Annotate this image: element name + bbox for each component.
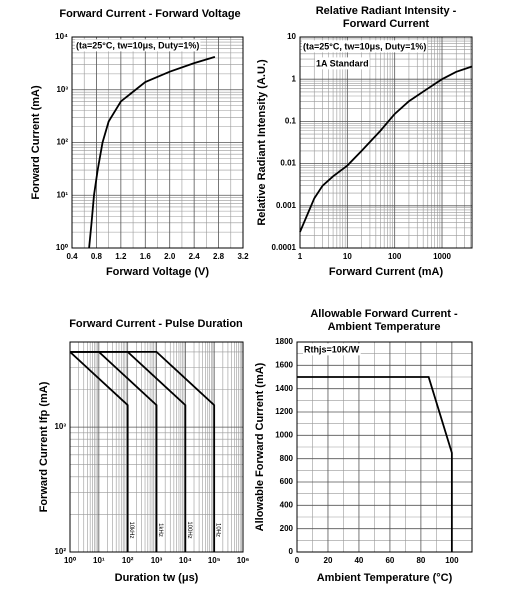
y-axis-title: Forward Current (mA) bbox=[30, 85, 42, 200]
data-line bbox=[88, 56, 216, 249]
y-axis-title: Allowable Forward Current (mA) bbox=[254, 362, 266, 531]
y-tick-label: 10³ bbox=[56, 85, 68, 94]
chart-title: Forward Current - Pulse Duration bbox=[69, 318, 243, 330]
plot-frame bbox=[299, 36, 473, 249]
plot-frame bbox=[296, 341, 473, 553]
chart-title: Allowable Forward Current - bbox=[310, 308, 458, 320]
annotation-bg bbox=[302, 40, 428, 53]
y-tick-label: 1 bbox=[292, 74, 297, 83]
chart-title: Forward Current - Forward Voltage bbox=[59, 8, 240, 20]
annotation: (ta=25°C, tw=10μs, Duty=1%) bbox=[303, 41, 426, 51]
chart-title: Ambient Temperature bbox=[328, 321, 441, 333]
data-line bbox=[297, 376, 453, 552]
x-tick-label: 10⁶ bbox=[237, 556, 250, 565]
y-tick-label: 400 bbox=[280, 500, 294, 509]
annotation: 1A Standard bbox=[316, 58, 369, 68]
y-tick-label: 0.0001 bbox=[272, 243, 297, 252]
chart-title: Relative Radiant Intensity - bbox=[316, 5, 457, 17]
y-tick-label: 1200 bbox=[275, 407, 293, 416]
x-tick-label: 0.4 bbox=[66, 252, 78, 261]
x-tick-label: 10³ bbox=[151, 556, 163, 565]
x-tick-label: 10¹ bbox=[93, 556, 105, 565]
x-tick-label: 10⁵ bbox=[208, 556, 221, 565]
data-line bbox=[70, 350, 158, 552]
x-tick-label: 80 bbox=[416, 556, 425, 565]
y-tick-label: 10³ bbox=[54, 422, 66, 431]
series-label: 100Hz bbox=[186, 521, 192, 538]
plot-frame bbox=[71, 36, 244, 249]
series-label: 10kHz bbox=[128, 521, 134, 538]
series-label: 10Hz bbox=[215, 523, 221, 537]
y-tick-label: 1000 bbox=[275, 430, 293, 439]
annotation-bg bbox=[75, 39, 201, 52]
x-tick-label: 2.4 bbox=[189, 252, 201, 261]
x-axis-title: Forward Current (mA) bbox=[329, 266, 444, 278]
x-tick-label: 0.8 bbox=[91, 252, 103, 261]
annotation-bg bbox=[303, 343, 361, 356]
x-tick-label: 10⁰ bbox=[64, 556, 77, 565]
y-tick-label: 0.001 bbox=[276, 201, 297, 210]
x-axis-title: Duration tw (μs) bbox=[115, 572, 199, 584]
x-tick-label: 1 bbox=[298, 252, 303, 261]
chart-title: Forward Current bbox=[343, 18, 430, 30]
x-tick-label: 20 bbox=[324, 556, 333, 565]
data-line bbox=[70, 350, 216, 552]
series-label: 1kHz bbox=[157, 523, 163, 537]
x-tick-label: 1.2 bbox=[115, 252, 127, 261]
y-tick-label: 10² bbox=[54, 547, 66, 556]
x-tick-label: 10² bbox=[122, 556, 134, 565]
x-tick-label: 1000 bbox=[433, 252, 451, 261]
x-tick-label: 2.8 bbox=[213, 252, 225, 261]
y-tick-label: 1400 bbox=[275, 384, 293, 393]
annotation-bg bbox=[315, 57, 370, 70]
x-tick-label: 0 bbox=[295, 556, 300, 565]
x-tick-label: 100 bbox=[388, 252, 402, 261]
y-tick-label: 10¹ bbox=[56, 190, 68, 199]
y-tick-label: 1600 bbox=[275, 360, 293, 369]
x-axis-title: Forward Voltage (V) bbox=[106, 266, 209, 278]
y-tick-label: 0.01 bbox=[280, 159, 296, 168]
x-tick-label: 1.6 bbox=[140, 252, 152, 261]
x-tick-label: 2.0 bbox=[164, 252, 176, 261]
y-tick-label: 200 bbox=[280, 524, 294, 533]
annotation: (ta=25°C, tw=10μs, Duty=1%) bbox=[76, 40, 199, 50]
y-tick-label: 0 bbox=[289, 547, 294, 556]
annotation: Rthjs=10K/W bbox=[304, 344, 360, 354]
y-tick-label: 10⁰ bbox=[56, 243, 69, 252]
y-tick-label: 10² bbox=[56, 138, 68, 147]
y-tick-label: 10 bbox=[287, 32, 296, 41]
data-line bbox=[69, 351, 129, 552]
y-tick-label: 600 bbox=[280, 477, 294, 486]
x-tick-label: 10⁴ bbox=[179, 556, 192, 565]
y-tick-label: 10⁴ bbox=[55, 32, 68, 41]
x-tick-label: 40 bbox=[354, 556, 363, 565]
x-axis-title: Ambient Temperature (°C) bbox=[317, 572, 453, 584]
y-axis-title: Forward Current Ifp (mA) bbox=[38, 381, 50, 512]
y-axis-title: Relative Radiant Intensity (A.U.) bbox=[256, 59, 268, 226]
x-tick-label: 10 bbox=[343, 252, 352, 261]
x-tick-label: 3.2 bbox=[237, 252, 249, 261]
x-tick-label: 60 bbox=[385, 556, 394, 565]
x-tick-label: 100 bbox=[445, 556, 459, 565]
y-tick-label: 0.1 bbox=[285, 117, 297, 126]
y-tick-label: 800 bbox=[280, 454, 294, 463]
data-line bbox=[299, 65, 473, 233]
y-tick-label: 1800 bbox=[275, 337, 293, 346]
